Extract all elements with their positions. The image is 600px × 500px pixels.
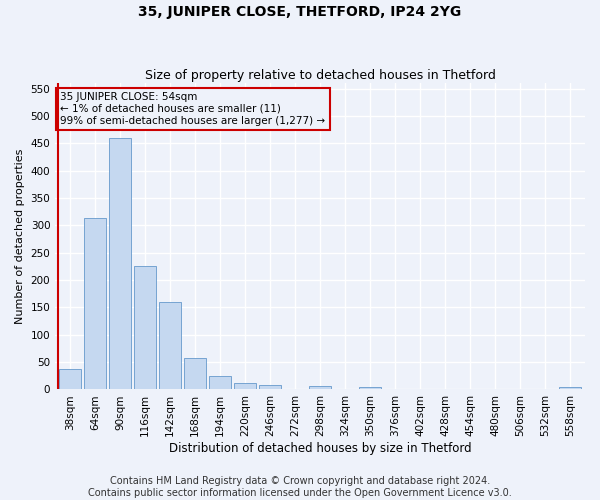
Text: 35 JUNIPER CLOSE: 54sqm
← 1% of detached houses are smaller (11)
99% of semi-det: 35 JUNIPER CLOSE: 54sqm ← 1% of detached… — [61, 92, 326, 126]
Bar — [259, 384, 281, 390]
Bar — [134, 266, 157, 390]
Text: 35, JUNIPER CLOSE, THETFORD, IP24 2YG: 35, JUNIPER CLOSE, THETFORD, IP24 2YG — [139, 5, 461, 19]
Title: Size of property relative to detached houses in Thetford: Size of property relative to detached ho… — [145, 69, 496, 82]
Y-axis label: Number of detached properties: Number of detached properties — [15, 148, 25, 324]
Bar — [559, 386, 581, 390]
Bar — [209, 376, 232, 390]
Bar — [59, 368, 82, 390]
Bar — [234, 384, 256, 390]
Bar — [309, 386, 331, 390]
Bar — [159, 302, 181, 390]
Bar — [84, 218, 106, 390]
Bar — [109, 138, 131, 390]
Bar — [359, 386, 382, 390]
Bar — [184, 358, 206, 390]
X-axis label: Distribution of detached houses by size in Thetford: Distribution of detached houses by size … — [169, 442, 472, 455]
Text: Contains HM Land Registry data © Crown copyright and database right 2024.
Contai: Contains HM Land Registry data © Crown c… — [88, 476, 512, 498]
